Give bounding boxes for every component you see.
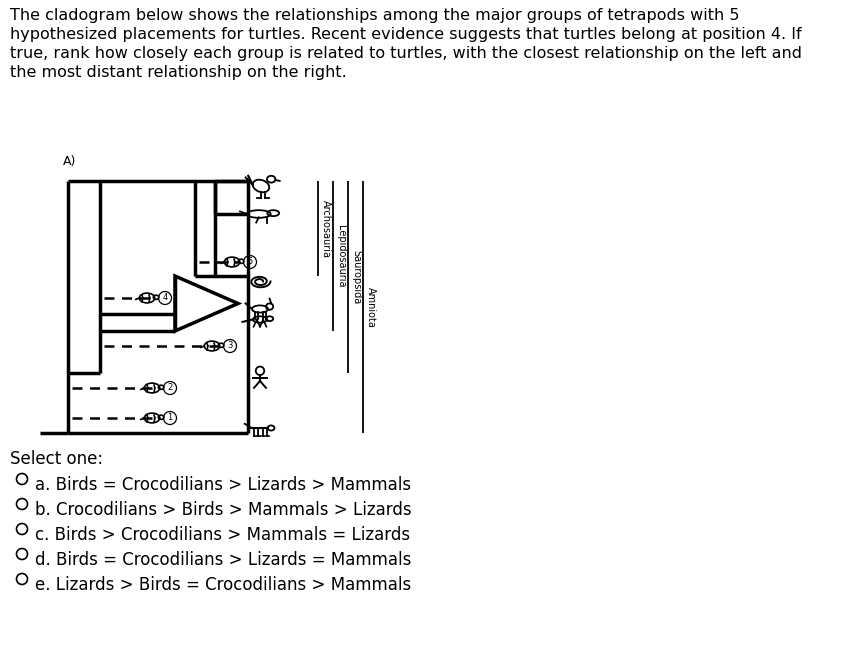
Text: c. Birds > Crocodilians > Mammals = Lizards: c. Birds > Crocodilians > Mammals = Liza…	[35, 526, 410, 544]
Text: hypothesized placements for turtles. Recent evidence suggests that turtles belon: hypothesized placements for turtles. Rec…	[10, 27, 801, 42]
Text: Amniota: Amniota	[366, 287, 376, 328]
Text: The cladogram below shows the relationships among the major groups of tetrapods : The cladogram below shows the relationsh…	[10, 8, 739, 23]
Text: Select one:: Select one:	[10, 450, 103, 468]
Text: a. Birds = Crocodilians > Lizards > Mammals: a. Birds = Crocodilians > Lizards > Mamm…	[35, 476, 411, 494]
Text: b. Crocodilians > Birds > Mammals > Lizards: b. Crocodilians > Birds > Mammals > Liza…	[35, 501, 412, 519]
Text: the most distant relationship on the right.: the most distant relationship on the rig…	[10, 65, 347, 80]
Text: 3: 3	[227, 342, 233, 351]
Text: d. Birds = Crocodilians > Lizards = Mammals: d. Birds = Crocodilians > Lizards = Mamm…	[35, 551, 411, 569]
Text: 5: 5	[247, 258, 252, 267]
Text: 4: 4	[162, 293, 168, 302]
Text: 1: 1	[167, 413, 172, 422]
Text: Lepidosauria: Lepidosauria	[336, 225, 346, 287]
Text: e. Lizards > Birds = Crocodilians > Mammals: e. Lizards > Birds = Crocodilians > Mamm…	[35, 576, 411, 594]
Text: true, rank how closely each group is related to turtles, with the closest relati: true, rank how closely each group is rel…	[10, 46, 801, 61]
Text: 2: 2	[167, 384, 172, 393]
Text: A): A)	[63, 155, 77, 168]
Text: Sauropsida: Sauropsida	[350, 250, 360, 304]
Text: Archosauria: Archosauria	[320, 200, 331, 258]
